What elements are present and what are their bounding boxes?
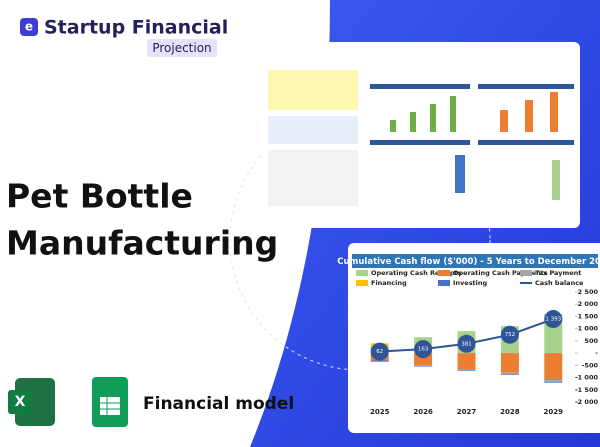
y-tick-label: -2 000: [575, 398, 599, 406]
product-label: Financial model: [143, 394, 294, 414]
thumb-block: [268, 70, 358, 110]
thumb-block: [268, 150, 358, 206]
legend-label: Tax Payment: [535, 269, 581, 277]
bar: [500, 372, 519, 375]
legend-swatch: [356, 270, 368, 276]
logo-icon: [20, 18, 38, 36]
plot: 2 500 2 000 1 500 1 000 500 - -500 -1 000 -1 500…: [356, 269, 598, 416]
y-tick-label: 500: [584, 337, 598, 345]
bar: [457, 369, 476, 371]
y-tick-label: -1 500: [575, 386, 599, 394]
thumb-bar: [525, 100, 533, 132]
x-tick-label: 2029: [544, 408, 564, 416]
headline: Manufacturing: [6, 224, 278, 263]
dashboard-thumbnail: [262, 42, 580, 228]
point: [500, 325, 519, 344]
point: [457, 334, 476, 353]
legend-swatch: [438, 280, 450, 286]
y-tick-label: 1 000: [578, 325, 599, 333]
legend-swatch: [356, 280, 368, 286]
tag-bg: [147, 39, 217, 57]
legend-label: Investing: [453, 279, 488, 287]
legend-label: Operating Cash Receipts: [371, 269, 462, 277]
bar: [500, 374, 519, 375]
thumb-bar: [370, 140, 470, 145]
legend-swatch: [438, 270, 450, 276]
bar: [544, 381, 563, 383]
brand-tag: Projection: [152, 41, 211, 55]
logo-glyph: e: [25, 20, 33, 34]
y-tick-label: 1 500: [578, 312, 599, 320]
legend-label: Cash balance: [535, 279, 584, 287]
legend-label: Operating Cash Payments: [453, 269, 548, 277]
thumb-bar: [390, 120, 396, 132]
thumb-bar: [430, 104, 436, 132]
y-tick-label: 2 500: [578, 288, 599, 296]
legend-label: Financing: [371, 279, 407, 287]
thumb-bar: [478, 84, 574, 89]
excel-icon-x: [8, 390, 32, 414]
legend-swatch: [520, 270, 532, 276]
y-tick-label: -: [595, 349, 598, 357]
x-tick-label: 2027: [457, 408, 477, 416]
x-tick-label: 2028: [500, 408, 520, 416]
thumb-bar: [370, 84, 470, 89]
x-tick-label: 2026: [413, 408, 433, 416]
bar: [544, 353, 563, 380]
thumb-bar: [450, 96, 456, 132]
excel-letter: X: [15, 394, 26, 410]
bar: [457, 353, 476, 369]
y-tick-label: 2 000: [578, 300, 599, 308]
point: [414, 340, 433, 359]
y-tick-label: -500: [582, 361, 599, 369]
bar: [457, 369, 476, 370]
thumb-bar: [455, 155, 465, 193]
thumb-bar: [410, 112, 416, 132]
thumb-bar: [550, 92, 558, 132]
sheets-grid: [100, 397, 120, 415]
data-label: 163: [418, 347, 429, 353]
thumb-bar: [552, 160, 560, 200]
point: [370, 342, 389, 361]
bar: [544, 380, 563, 382]
thumb-block: [268, 116, 358, 144]
x-tick-label: 2025: [370, 408, 390, 416]
data-label: 381: [461, 341, 472, 347]
data-label: 1 393: [545, 317, 561, 323]
brand-name: Startup Financial: [44, 17, 228, 39]
bar: [414, 365, 433, 367]
bar: [500, 353, 519, 373]
thumb-bar: [478, 140, 574, 145]
chart-title-bar: [352, 254, 598, 268]
chart-title: Cumulative Cash flow ($'000) - 5 Years t…: [337, 257, 600, 267]
headline: Pet Bottle: [6, 177, 193, 216]
thumb-bar: [500, 110, 508, 132]
data-label: 62: [376, 349, 383, 355]
point: [544, 310, 563, 329]
y-tick-label: -1 000: [575, 374, 599, 382]
bar: [370, 360, 389, 362]
data-label: 752: [505, 332, 516, 338]
